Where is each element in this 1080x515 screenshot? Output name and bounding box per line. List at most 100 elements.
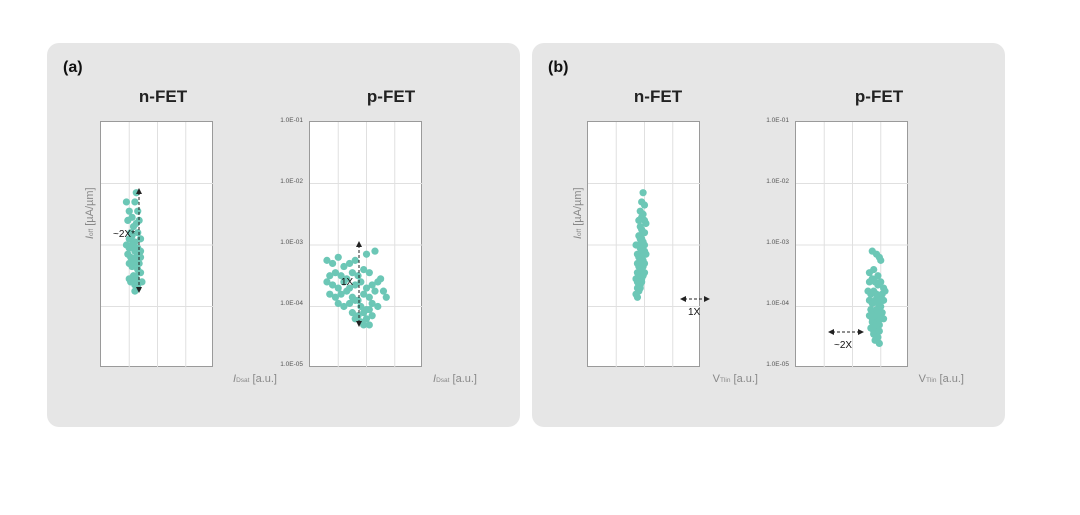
scatter-point <box>365 293 373 301</box>
scatter-svg <box>310 122 423 368</box>
scatter-point <box>329 259 337 268</box>
annotation-b-pfet: ~2X <box>834 340 853 351</box>
scatter-point <box>326 272 334 280</box>
scatter-point <box>345 299 354 308</box>
scatter-point <box>877 278 885 286</box>
panel-label: (a) <box>63 59 83 76</box>
scatter-point <box>374 278 382 286</box>
chart-title-a-nfet: n-FET <box>138 87 188 106</box>
scatter-point <box>640 259 649 268</box>
y-tick-label: 1.0E-04 <box>766 300 789 307</box>
x-axis-label-b-nfet: VTlin [a.u.] <box>712 373 758 385</box>
plot-a-nfet <box>100 121 214 368</box>
scatter-point <box>874 333 882 341</box>
scatter-svg <box>588 122 701 368</box>
scatter-point <box>639 189 647 197</box>
scatter-point <box>371 247 379 255</box>
scatter-point <box>371 287 379 295</box>
scatter-point <box>368 281 376 289</box>
panel-b: (b) n-FET p-FET Ioff [µA/µm] VTlin [a.u.… <box>532 43 1005 427</box>
scatter-point <box>642 219 650 228</box>
scatter-point <box>122 198 131 206</box>
scatter-point <box>128 241 136 249</box>
scatter-point <box>640 229 649 237</box>
scatter-point <box>340 262 348 271</box>
scatter-point <box>368 312 376 320</box>
scatter-point <box>351 281 359 289</box>
scatter-point <box>632 241 640 249</box>
scatter-point <box>345 259 354 268</box>
scatter-point <box>134 207 142 215</box>
plot-a-pfet <box>309 121 423 368</box>
y-tick-label: 1.0E-02 <box>766 178 789 185</box>
x-axis-label-b-pfet: VTlin [a.u.] <box>918 373 964 385</box>
scatter-point <box>875 339 883 347</box>
y-tick-label: 1.0E-03 <box>280 239 303 246</box>
scatter-point <box>354 272 362 280</box>
range-arrow-b-nfet <box>680 296 710 302</box>
range-arrow-a-pfet <box>356 241 362 327</box>
scatter-point <box>360 321 368 329</box>
scatter-point <box>379 287 388 295</box>
scatter-point <box>135 216 143 224</box>
scatter-point <box>877 256 885 264</box>
scatter-point <box>331 269 340 277</box>
scatter-point <box>128 213 136 221</box>
scatter-point <box>639 272 647 280</box>
scatter-point <box>877 309 885 317</box>
scatter-point <box>340 278 348 286</box>
plot-b-nfet <box>587 121 701 368</box>
x-axis-label-a-pfet: IDsat [a.u.] <box>433 373 477 385</box>
y-axis-label-b: Ioff [µA/µm] <box>572 187 584 239</box>
annotation-a-pfet: 1X <box>341 277 354 288</box>
scatter-point <box>362 315 371 323</box>
scatter-point <box>362 250 371 258</box>
plot-b-pfet <box>795 121 909 368</box>
scatter-point <box>334 253 342 261</box>
scatter-point <box>365 321 373 329</box>
scatter-point <box>132 275 140 283</box>
scatter-point <box>348 309 356 317</box>
scatter-point <box>877 315 885 323</box>
scatter-point <box>881 287 889 295</box>
chart-title-b-nfet: n-FET <box>633 87 683 106</box>
y-axis-label-a: Ioff [µA/µm] <box>84 187 96 239</box>
chart-title-b-pfet: p-FET <box>854 87 904 106</box>
scatter-point <box>382 293 390 301</box>
scatter-point <box>365 305 373 314</box>
y-tick-label: 1.0E-05 <box>280 361 303 368</box>
scatter-point <box>348 269 356 277</box>
scatter-point <box>368 299 376 308</box>
scatter-point <box>337 290 345 298</box>
scatter-point <box>875 327 883 335</box>
scatter-point <box>329 281 337 289</box>
scatter-point <box>334 299 342 308</box>
scatter-point <box>134 281 142 289</box>
scatter-point <box>337 272 345 280</box>
scatter-point <box>331 293 340 301</box>
scatter-point <box>362 284 371 292</box>
annotation-b-nfet: 1X <box>688 307 701 318</box>
y-tick-label: 1.0E-04 <box>280 300 303 307</box>
scatter-point <box>128 232 136 240</box>
scatter-point <box>340 302 348 311</box>
scatter-point <box>633 293 642 301</box>
scatter-point <box>635 216 643 224</box>
scatter-svg <box>101 122 214 368</box>
scatter-point <box>874 272 882 280</box>
scatter-point <box>323 256 331 264</box>
scatter-point <box>374 302 382 311</box>
scatter-point <box>365 269 373 277</box>
scatter-point <box>357 302 365 311</box>
panel-a: (a) n-FET p-FET Ioff [µA/µm] IDsat [a.u.… <box>47 43 520 427</box>
scatter-point <box>351 315 359 323</box>
scatter-point <box>326 290 334 298</box>
scatter-point <box>334 284 342 292</box>
x-axis-label-a-nfet: IDsat [a.u.] <box>233 373 277 385</box>
scatter-point <box>323 278 331 286</box>
scatter-point <box>360 290 368 298</box>
scatter-point <box>134 229 142 237</box>
y-tick-label: 1.0E-05 <box>766 361 789 368</box>
scatter-point <box>131 287 139 295</box>
scatter-point <box>635 281 643 289</box>
